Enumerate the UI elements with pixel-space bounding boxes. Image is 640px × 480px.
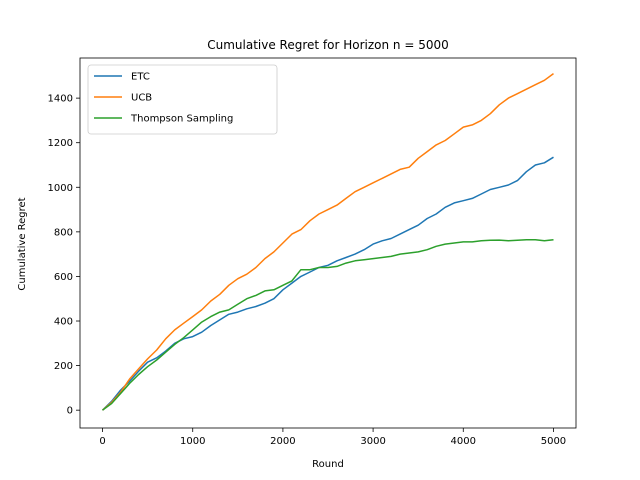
x-tick-label: 1000 bbox=[180, 436, 205, 447]
series-line-ucb bbox=[102, 72, 554, 411]
y-tick-label: 0 bbox=[67, 406, 73, 417]
y-axis: 0 200 400 600 800 1000 1200 1400 bbox=[48, 94, 80, 417]
y-tick-label: 600 bbox=[54, 272, 73, 283]
legend-label: UCB bbox=[131, 93, 152, 104]
x-axis: 0 1000 2000 3000 4000 5000 bbox=[99, 428, 566, 447]
y-tick-label: 800 bbox=[54, 227, 73, 238]
y-tick-label: 400 bbox=[54, 317, 73, 328]
y-tick-label: 200 bbox=[54, 361, 73, 372]
x-tick-label: 5000 bbox=[541, 436, 566, 447]
legend-label: Thompson Sampling bbox=[130, 114, 233, 125]
y-tick-label: 1200 bbox=[48, 138, 73, 149]
y-tick-label: 1000 bbox=[48, 183, 73, 194]
plot-area bbox=[101, 72, 554, 411]
series-line-thompson-sampling bbox=[102, 238, 554, 411]
x-tick-label: 0 bbox=[99, 436, 105, 447]
x-tick-label: 4000 bbox=[451, 436, 476, 447]
y-axis-label: Cumulative Regret bbox=[17, 197, 28, 290]
legend-label: ETC bbox=[131, 72, 150, 83]
legend-box bbox=[87, 64, 278, 135]
x-tick-label: 3000 bbox=[360, 436, 385, 447]
y-tick-label: 1400 bbox=[48, 94, 73, 105]
plot-frame bbox=[79, 57, 577, 429]
x-tick-label: 2000 bbox=[270, 436, 295, 447]
x-axis-label: Round bbox=[312, 459, 344, 470]
legend: ETC UCB Thompson Sampling bbox=[87, 64, 278, 135]
chart-title: Cumulative Regret for Horizon n = 5000 bbox=[207, 38, 449, 52]
